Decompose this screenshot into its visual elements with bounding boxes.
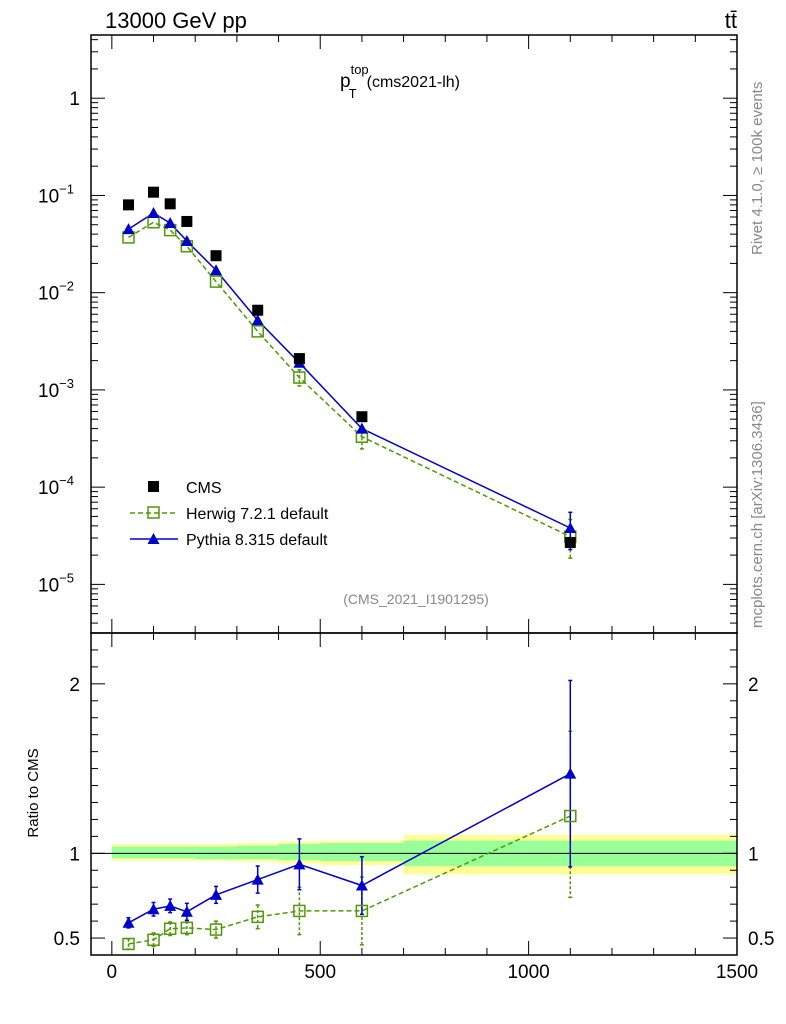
pythia-ratio-point-3 (180, 905, 193, 917)
herwig-ratio-point-4 (209, 923, 223, 936)
band-green-2 (236, 845, 279, 860)
rivet-label: Rivet 4.1.0, ≥ 100k events (749, 82, 766, 255)
top-y-tick-label: 10−3 (38, 376, 74, 402)
legend-pythia-marker (147, 533, 160, 544)
legend-herwig-marker (147, 506, 160, 519)
pythia-top-point-0 (122, 223, 135, 235)
pythia-top-point-4 (210, 264, 223, 276)
herwig-ratio-point-0 (122, 937, 135, 951)
cms-top-point-2 (164, 198, 176, 210)
header-process-label: tt̄ (725, 8, 737, 33)
ratio-y-tick-label-right: 1 (748, 844, 759, 865)
legend-cms-marker (148, 481, 159, 492)
title-sup: top (351, 62, 369, 77)
pythia-ratio-point-5 (251, 873, 264, 885)
pythia-ratio-point-6 (293, 858, 306, 870)
plot-frames (90, 34, 738, 956)
pythia-ratio-point-2 (164, 899, 177, 911)
analysis-watermark: (CMS_2021_I1901295) (343, 591, 489, 607)
top-y-tick-label: 10−2 (38, 279, 74, 305)
axis-ticks: 0 500 1000 1500 1 10−1 10−2 10−3 10−4 10−5 0.5 0.5 1… (38, 35, 774, 983)
pythia-top-point-7 (355, 422, 368, 434)
x-tick-label: 1500 (716, 962, 758, 983)
ratio-frame (90, 632, 738, 956)
ratio-y-tick-label-right: 2 (748, 675, 759, 696)
cms-top-point-7 (356, 411, 368, 423)
ratio-axis-label: Ratio to CMS (25, 748, 42, 837)
top-y-tick-label: 10−4 (38, 473, 74, 499)
legend-herwig-label: Herwig 7.2.1 default (186, 506, 329, 523)
herwig-ratio-point-2 (163, 922, 177, 935)
x-tick-label: 1000 (507, 962, 549, 983)
pythia-top-point-1 (147, 206, 160, 218)
title-rest: (cms2021-lh) (367, 74, 460, 91)
ratio-y-tick-label-left: 0.5 (54, 929, 80, 950)
herwig-ratio-point-6 (293, 904, 306, 918)
mcplots-label: mcplots.cern.ch [arXiv:1306.3436] (749, 401, 766, 628)
ratio-y-tick-label-left: 1 (69, 844, 80, 865)
title-sub: T (349, 86, 357, 101)
herwig-ratio-point-1 (147, 933, 160, 946)
top-y-tick-exponent: −1 (59, 181, 74, 196)
top-y-tick-label: 10−1 (38, 181, 74, 207)
data-series (122, 186, 577, 951)
legend-pythia-label: Pythia 8.315 default (186, 532, 328, 549)
herwig-top-point-1 (147, 215, 160, 229)
cms-top-point-6 (293, 353, 305, 365)
top-y-tick-label: 1 (69, 89, 80, 110)
pythia-top-point-5 (251, 314, 264, 326)
header-energy-label: 13000 GeV pp (105, 8, 247, 33)
ratio-y-tick-label-right: 0.5 (748, 929, 774, 950)
band-green-0 (111, 846, 196, 859)
cms-top-point-5 (252, 304, 264, 316)
top-y-tick-exponent: −2 (59, 279, 74, 294)
ratio-bands (111, 834, 737, 875)
herwig-ratio-point-7 (355, 904, 369, 918)
cms-top-point-8 (564, 536, 576, 548)
plot-title: ptop T (cms2021-lh) (340, 62, 460, 101)
herwig-ratio-point-8 (564, 809, 577, 823)
ratio-y-tick-label-left: 2 (69, 675, 80, 696)
pythia-ratio-point-4 (210, 888, 223, 900)
band-green-4 (320, 843, 404, 861)
pythia-ratio-point-7 (355, 879, 368, 891)
herwig-top-point-5 (251, 325, 264, 338)
cms-top-point-0 (123, 199, 135, 211)
herwig-top-point-6 (293, 371, 306, 384)
top-y-tick-exponent: −3 (59, 376, 74, 391)
herwig-ratio-point-5 (251, 910, 264, 924)
pythia-top-point-3 (180, 234, 193, 246)
top-y-tick-exponent: −5 (59, 570, 74, 585)
cms-top-point-3 (181, 215, 193, 227)
pythia-top-point-8 (564, 522, 577, 534)
cms-top-point-4 (210, 250, 222, 262)
herwig-top-point-4 (209, 275, 223, 288)
top-y-tick-label: 10−5 (38, 570, 74, 596)
legend-cms-label: CMS (186, 480, 222, 497)
pythia-ratio-point-0 (122, 916, 135, 928)
pythia-ratio-point-8 (564, 767, 577, 779)
top-y-tick-exponent: −4 (59, 473, 74, 488)
herwig-ratio-point-3 (180, 921, 194, 935)
cms-top-point-1 (148, 186, 160, 198)
x-tick-label: 500 (304, 962, 336, 983)
pythia-ratio-point-1 (147, 903, 160, 915)
pythia-top-point-2 (164, 217, 177, 229)
title-p: p (340, 71, 351, 92)
legend: CMS Herwig 7.2.1 default Pythia 8.315 de… (130, 480, 329, 549)
x-tick-label: 0 (107, 962, 118, 983)
